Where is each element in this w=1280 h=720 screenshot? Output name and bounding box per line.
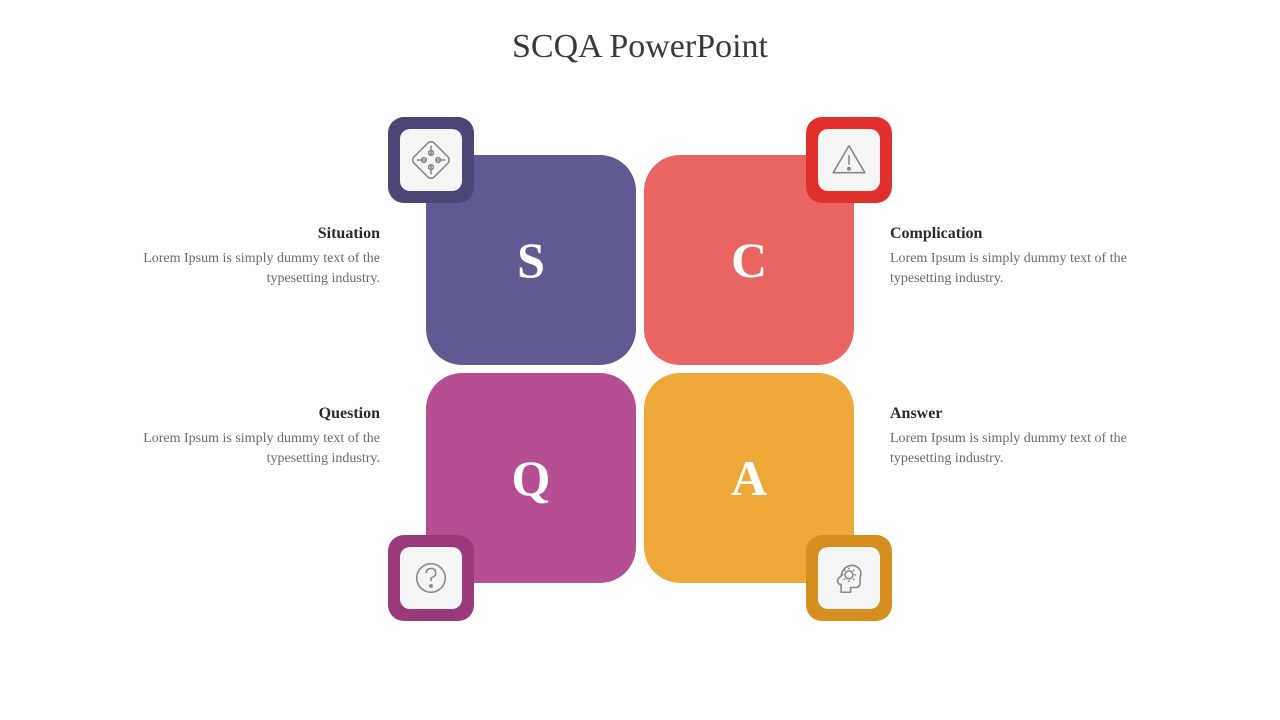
letter-q: Q: [512, 449, 551, 507]
text-answer: Answer Lorem Ipsum is simply dummy text …: [890, 405, 1150, 470]
label-complication: Complication: [890, 225, 1150, 243]
tile-question: Q: [426, 373, 636, 583]
badge-answer: [806, 535, 892, 621]
scqa-grid: S C: [426, 155, 854, 583]
text-complication: Complication Lorem Ipsum is simply dummy…: [890, 225, 1150, 290]
label-situation: Situation: [120, 225, 380, 243]
label-question: Question: [120, 405, 380, 423]
page-title: SCQA PowerPoint: [0, 28, 1280, 66]
badge-question: [388, 535, 474, 621]
puzzle-icon: [400, 129, 462, 191]
desc-answer: Lorem Ipsum is simply dummy text of the …: [890, 429, 1150, 470]
warning-icon: [818, 129, 880, 191]
badge-situation: [388, 117, 474, 203]
desc-situation: Lorem Ipsum is simply dummy text of the …: [120, 249, 380, 290]
tile-answer: A: [644, 373, 854, 583]
text-situation: Situation Lorem Ipsum is simply dummy te…: [120, 225, 380, 290]
text-question: Question Lorem Ipsum is simply dummy tex…: [120, 405, 380, 470]
letter-s: S: [517, 231, 545, 289]
label-answer: Answer: [890, 405, 1150, 423]
tile-complication: C: [644, 155, 854, 365]
letter-c: C: [731, 231, 767, 289]
tile-situation: S: [426, 155, 636, 365]
desc-question: Lorem Ipsum is simply dummy text of the …: [120, 429, 380, 470]
letter-a: A: [731, 449, 767, 507]
question-icon: [400, 547, 462, 609]
desc-complication: Lorem Ipsum is simply dummy text of the …: [890, 249, 1150, 290]
badge-complication: [806, 117, 892, 203]
head-gear-icon: [818, 547, 880, 609]
